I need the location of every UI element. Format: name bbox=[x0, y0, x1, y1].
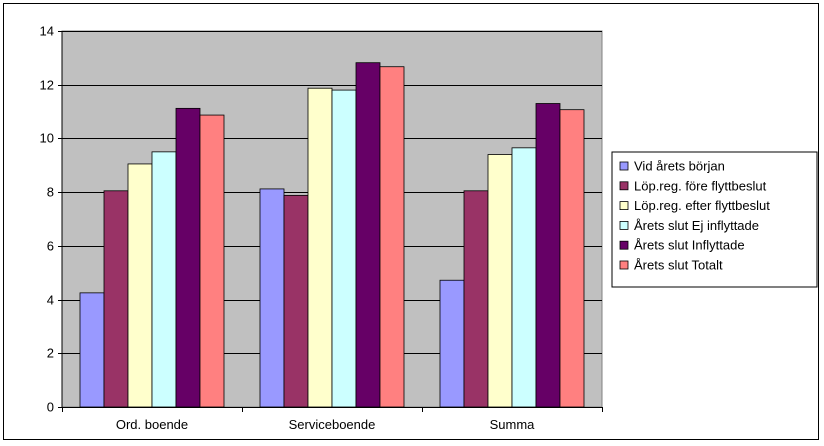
bar-1-5 bbox=[175, 107, 201, 408]
legend-entry: Löp.reg. efter flyttbeslut bbox=[634, 198, 770, 213]
bar-3-4 bbox=[511, 147, 537, 408]
y-tick-label: 0 bbox=[47, 400, 54, 415]
bar-2-2 bbox=[283, 194, 309, 408]
bars bbox=[79, 62, 585, 408]
bar-1-1 bbox=[79, 292, 105, 408]
bar-chart: 0 2 4 6 8 10 12 14 Ord. boende Serviceboende Summ… bbox=[40, 24, 818, 432]
y-tick-label: 2 bbox=[47, 346, 54, 361]
legend-swatch bbox=[619, 201, 629, 211]
bar-3-2 bbox=[463, 190, 489, 408]
x-axis-labels: Ord. boende Serviceboende Summa bbox=[62, 407, 603, 432]
bar-1-4 bbox=[151, 151, 177, 408]
legend-swatch bbox=[619, 161, 629, 171]
y-tick-label: 12 bbox=[40, 78, 54, 93]
bar-1-3 bbox=[127, 163, 153, 408]
legend-swatch bbox=[619, 240, 629, 250]
bar-3-6 bbox=[559, 109, 585, 408]
x-category-label: Ord. boende bbox=[116, 417, 188, 432]
legend-swatch bbox=[619, 181, 629, 191]
y-axis-ticks: 0 2 4 6 8 10 12 14 bbox=[40, 24, 62, 415]
bar-3-5 bbox=[535, 103, 561, 408]
bar-2-4 bbox=[331, 89, 357, 408]
y-tick-label: 8 bbox=[47, 185, 54, 200]
chart-frame: 0 2 4 6 8 10 12 14 Ord. boende Serviceboende Summ… bbox=[3, 3, 819, 440]
legend-entry: Årets slut Totalt bbox=[634, 258, 723, 273]
legend-entry: Årets slut Ej inflyttade bbox=[634, 218, 759, 233]
bar-1-2 bbox=[103, 190, 129, 408]
bar-2-1 bbox=[259, 188, 285, 408]
y-tick-label: 10 bbox=[40, 131, 54, 146]
bar-2-5 bbox=[355, 62, 381, 408]
bar-3-3 bbox=[487, 154, 513, 408]
legend-swatch bbox=[619, 220, 629, 230]
legend: Vid årets början Löp.reg. före flyttbeslu… bbox=[611, 151, 818, 288]
bar-2-6 bbox=[379, 66, 405, 408]
x-category-label: Serviceboende bbox=[289, 417, 376, 432]
axes bbox=[61, 31, 602, 408]
legend-entry: Löp.reg. före flyttbeslut bbox=[634, 178, 767, 193]
bar-1-6 bbox=[199, 114, 225, 408]
legend-box bbox=[611, 151, 818, 288]
legend-entry: Årets slut Inflyttade bbox=[634, 238, 745, 253]
y-tick-label: 6 bbox=[47, 239, 54, 254]
y-tick-label: 4 bbox=[47, 293, 54, 308]
legend-entry: Vid årets början bbox=[634, 159, 725, 174]
y-tick-label: 14 bbox=[40, 24, 54, 39]
x-category-label: Summa bbox=[490, 417, 536, 432]
legend-swatch bbox=[619, 260, 629, 270]
bar-3-1 bbox=[439, 279, 465, 408]
bar-2-3 bbox=[307, 87, 333, 408]
